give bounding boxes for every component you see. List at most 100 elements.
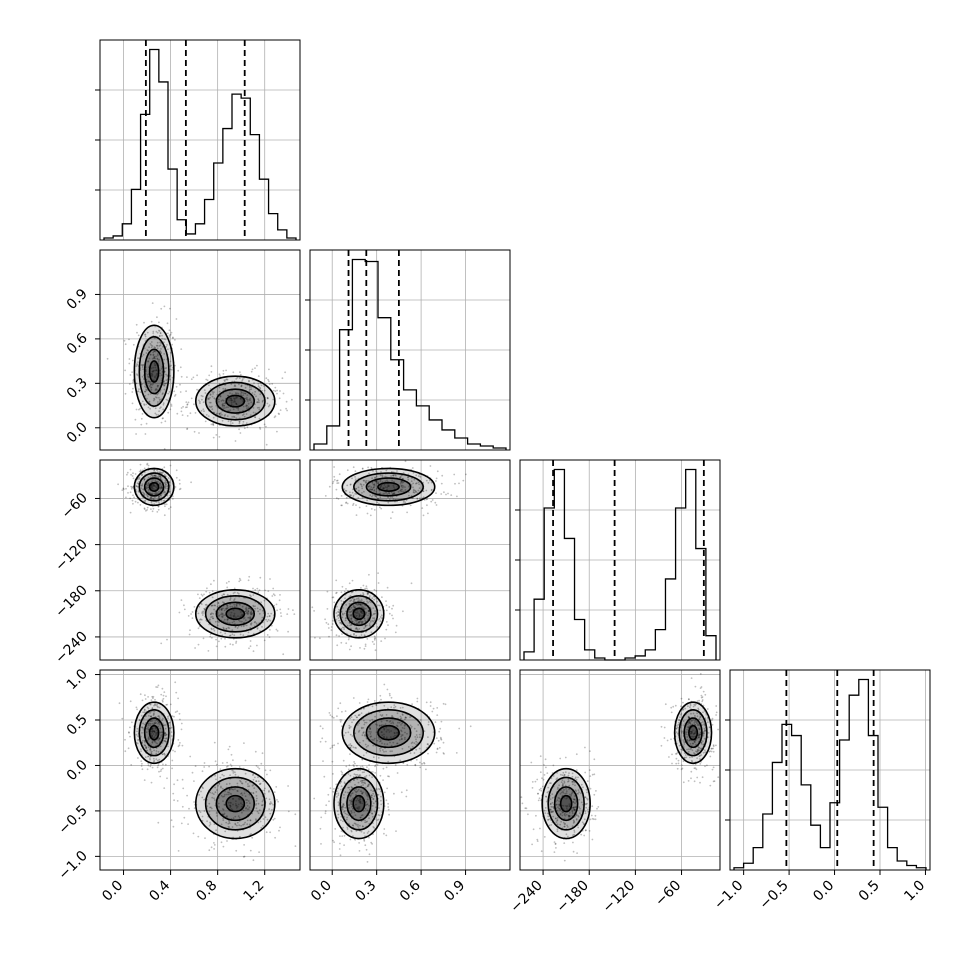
sample-point [123, 339, 126, 342]
sample-point [154, 350, 157, 353]
sample-point [191, 771, 194, 774]
sample-point [358, 702, 361, 704]
sample-point [699, 763, 702, 765]
sample-point [158, 321, 160, 324]
sample-point [273, 594, 276, 597]
sample-point [197, 643, 200, 646]
sample-point [253, 382, 255, 385]
sample-point [187, 823, 189, 825]
sample-point [178, 712, 181, 715]
sample-point [128, 362, 131, 365]
sample-point [663, 737, 666, 739]
sample-point [458, 482, 460, 485]
sample-point [158, 770, 160, 773]
sample-point [670, 711, 673, 714]
sample-point [690, 677, 693, 679]
sample-point [141, 413, 144, 415]
sample-point [589, 787, 592, 790]
sample-point [276, 609, 278, 612]
sample-point [386, 787, 388, 790]
sample-point [225, 378, 228, 381]
sample-point [168, 391, 171, 393]
sample-point [186, 406, 188, 408]
sample-point [593, 773, 596, 776]
sample-point [162, 763, 164, 766]
sample-point [179, 383, 181, 386]
sample-point [402, 610, 404, 613]
sample-point [130, 764, 133, 766]
sample-point [194, 647, 196, 649]
sample-point [257, 385, 260, 388]
sample-point [431, 710, 434, 713]
sample-point [267, 590, 270, 592]
sample-point [163, 341, 165, 344]
sample-point [706, 708, 709, 710]
sample-point [235, 407, 238, 409]
sample-point [174, 750, 176, 753]
sample-point [279, 826, 281, 829]
sample-point [326, 590, 329, 593]
sample-point [349, 747, 352, 750]
sample-point [150, 344, 153, 346]
sample-point [181, 744, 184, 747]
sample-point [385, 766, 388, 769]
sample-point [151, 373, 154, 376]
sample-point [238, 766, 241, 768]
sample-point [371, 640, 374, 643]
sample-point [335, 579, 338, 582]
sample-point [165, 345, 167, 348]
sample-point [167, 411, 170, 414]
sample-point [330, 629, 333, 631]
sample-point [157, 414, 160, 416]
sample-point [233, 398, 236, 400]
sample-point [276, 389, 278, 392]
sample-point [159, 775, 162, 778]
sample-point [373, 639, 376, 641]
sample-point [370, 467, 373, 469]
sample-point [584, 746, 586, 749]
sample-point [387, 624, 389, 626]
sample-point [235, 378, 238, 380]
sample-point [435, 751, 438, 754]
sample-point [153, 362, 156, 365]
sample-point [227, 406, 229, 408]
sample-point [348, 648, 351, 651]
sample-point [336, 715, 338, 718]
sample-point [429, 465, 432, 467]
sample-point [258, 589, 261, 591]
sample-point [234, 384, 236, 386]
x-tick-label: 0.4 [146, 877, 173, 904]
sample-point [137, 334, 140, 337]
sample-point [179, 487, 182, 490]
sample-point [147, 696, 149, 698]
sample-point [279, 608, 282, 611]
sample-point [343, 834, 346, 837]
sample-point [345, 642, 348, 645]
sample-point [163, 358, 165, 361]
sample-point [404, 460, 407, 463]
sample-point [361, 468, 364, 470]
sample-point [151, 370, 154, 373]
y-tick-label: −180 [52, 582, 91, 621]
sample-point [331, 482, 334, 485]
sample-point [374, 637, 377, 639]
sample-point [339, 835, 341, 837]
sample-point [450, 494, 453, 496]
sample-point [155, 369, 158, 372]
sample-point [540, 789, 543, 792]
sample-point [158, 335, 161, 338]
sample-point [128, 358, 131, 360]
sample-point [238, 577, 241, 580]
sample-point [358, 850, 361, 852]
sample-point [147, 464, 150, 467]
sample-point [152, 370, 154, 373]
sample-point [141, 768, 144, 771]
sample-point [419, 766, 422, 769]
sample-point [715, 714, 717, 716]
sample-point [342, 759, 345, 762]
sample-point [366, 638, 369, 640]
sample-point [247, 406, 250, 408]
sample-point [140, 765, 143, 767]
sample-point [272, 587, 275, 590]
sample-point [435, 737, 438, 739]
